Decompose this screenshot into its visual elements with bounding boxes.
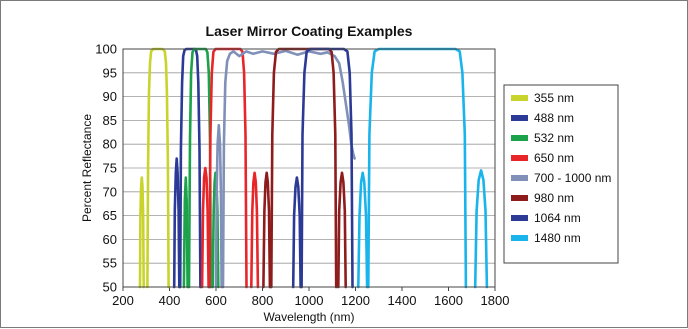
series-line [221,49,356,289]
legend-box [503,84,619,264]
legend-swatch [511,115,528,121]
series-line [138,176,145,289]
plot-border [122,48,496,288]
legend-label: 700 - 1000 nm [534,171,611,185]
x-tick-label: 800 [252,293,274,308]
legend-label: 1064 nm [534,211,581,225]
series-line [473,169,489,289]
x-tick-label: 600 [205,293,227,308]
legend-swatch [511,235,528,241]
legend-swatch [511,135,528,141]
legend-swatch [511,155,528,161]
y-tick-label: 60 [103,232,117,247]
legend: 355 nm 488 nm 532 nm 650 nm 700 - 1000 nm 980… [503,84,619,264]
x-tick-label: 1800 [481,293,510,308]
series-line [262,171,272,289]
x-tick-labels: 200 400 600 800 1000 1200 1400 1600 1800 [112,287,509,308]
x-tick-label: 1600 [434,293,463,308]
series-line [182,176,189,289]
x-axis-title: Wavelength (nm) [264,310,355,324]
series-line [172,157,181,289]
y-tick-label: 90 [103,89,117,104]
x-tick-label: 400 [159,293,181,308]
legend-swatch [511,215,528,221]
chart-title: Laser Mirror Coating Examples [206,23,413,39]
x-tick-label: 1400 [388,293,417,308]
y-tick-label: 80 [103,137,117,152]
legend-label: 355 nm [534,91,574,105]
series-line [250,171,260,289]
series-line [214,123,223,289]
series-line [200,166,210,289]
y-tick-label: 70 [103,184,117,199]
y-tick-label: 100 [95,42,117,57]
legend-swatch [511,195,528,201]
y-tick-label: 95 [103,65,117,80]
legend-label: 1480 nm [534,231,581,245]
legend-label: 980 nm [534,191,574,205]
y-tick-label: 65 [103,208,117,223]
y-axis-title: Percent Reflectance [80,114,94,222]
legend-swatch [511,95,528,101]
series-line [336,171,348,289]
legend-swatch [511,175,528,181]
legend-label: 650 nm [534,151,574,165]
y-tick-label: 75 [103,161,117,176]
x-tick-label: 200 [112,293,134,308]
x-tick-label: 1000 [295,293,324,308]
y-tick-label: 85 [103,113,117,128]
x-tick-label: 1200 [341,293,370,308]
series-line [356,171,369,289]
y-tick-label: 50 [103,280,117,295]
y-tick-label: 55 [103,256,117,271]
legend-label: 488 nm [534,111,574,125]
y-tick-labels: 50 55 60 65 70 75 80 85 90 95 100 [95,42,117,295]
legend-items: 355 nm 488 nm 532 nm 650 nm 700 - 1000 nm 980… [511,91,611,245]
series-line [291,176,302,289]
legend-label: 532 nm [534,131,574,145]
series-700-1000-nm [214,49,356,289]
